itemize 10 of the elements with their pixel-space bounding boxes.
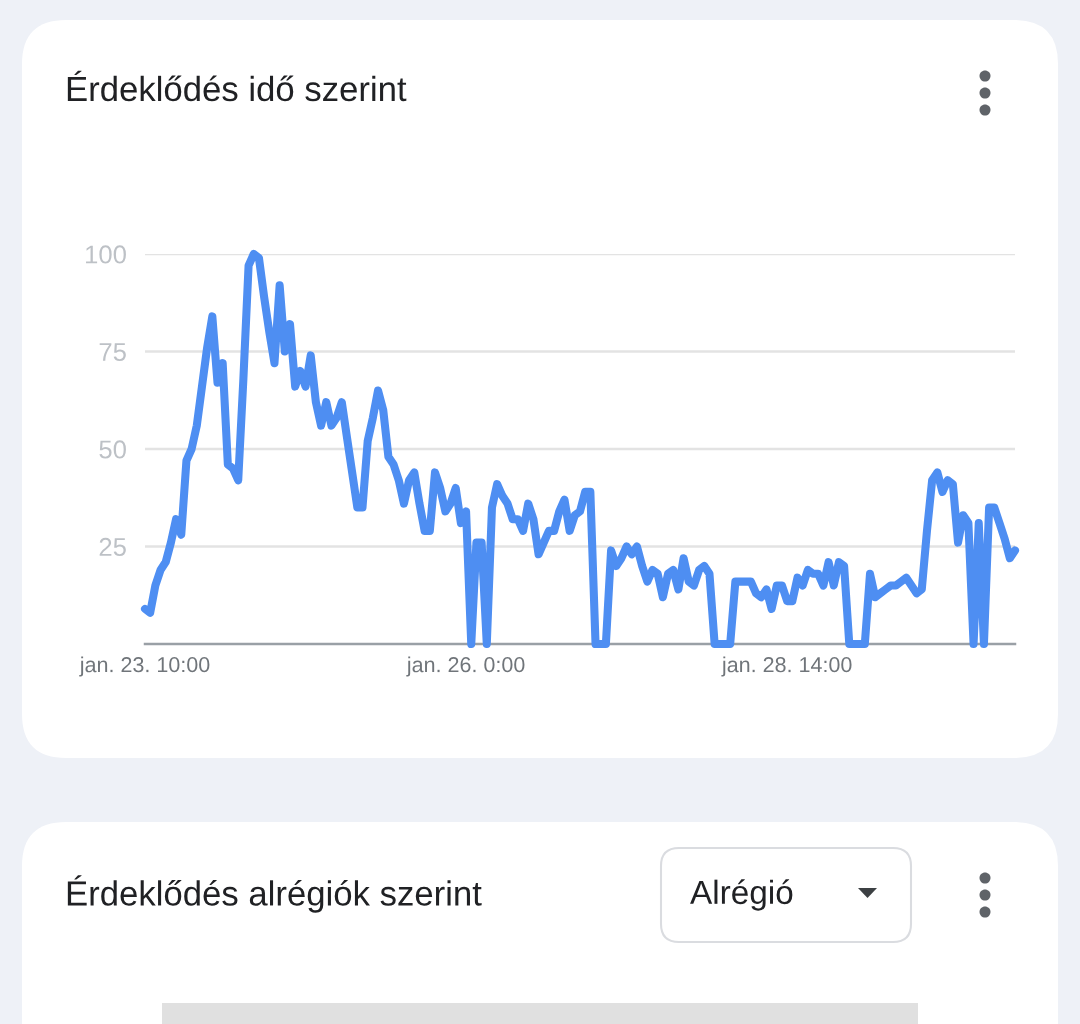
y-tick-label: 25 xyxy=(99,537,126,557)
text: Alrégió xyxy=(690,879,793,911)
y-tick-label: 100 xyxy=(86,245,126,264)
y-tick-label: 50 xyxy=(99,440,126,459)
text: Érdeklődés alrégiók szerint xyxy=(67,875,482,913)
x-tick-label: jan. 26. 0:00 xyxy=(406,656,525,677)
y-tick-label: 75 xyxy=(99,343,126,362)
chart-title: Érdeklődés idő szerint xyxy=(67,70,407,102)
x-tick-label: jan. 23. 10:00 xyxy=(79,656,210,677)
x-tick-label: jan. 28. 14:00 xyxy=(721,656,852,677)
